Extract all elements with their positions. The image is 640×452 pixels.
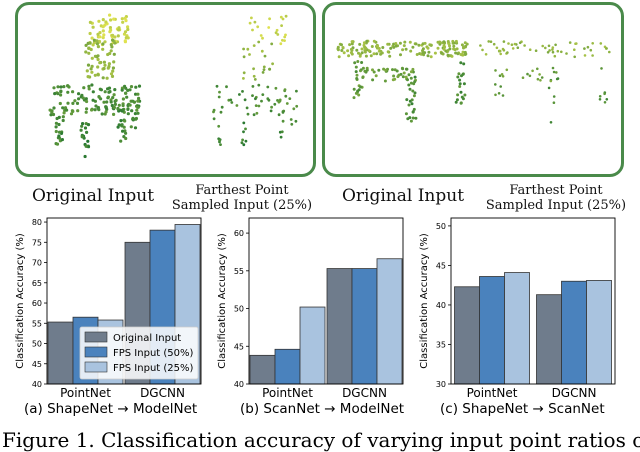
chart-a: Classification Accuracy (%) 40 45 50 55 60 65 7… — [14, 212, 214, 406]
chart-c-ytick-1: 35 — [436, 340, 446, 349]
chair-fps-caption-line2: Sampled Input (25%) — [171, 198, 313, 213]
chair-fps-caption: Farthest Point Sampled Input (25%) — [162, 183, 322, 213]
chart-a-svg: Classification Accuracy (%) 40 45 50 55 60 65 7… — [15, 217, 202, 400]
chart-b-bar-dgcnn-1 — [351, 268, 378, 385]
chart-a-ytick-1: 45 — [32, 360, 42, 369]
subcaption-b: (b) ScanNet → ModelNet — [240, 401, 405, 417]
chart-c-ytick-4: 50 — [436, 222, 446, 231]
chart-b-bar-dgcnn-2 — [376, 258, 403, 385]
chart-b-xtick-1: DGCNN — [342, 386, 387, 400]
chart-a-ytick-0: 40 — [32, 380, 42, 389]
chart-b-ylabel: Classification Accuracy (%) — [217, 233, 228, 369]
chart-a-legend-swatch-1 — [84, 346, 108, 358]
chair-original-caption: Original Input — [31, 186, 155, 206]
chart-b: Classification Accuracy (%) 40 45 50 55 60 Poi… — [216, 212, 416, 406]
chart-b-ytick-1: 45 — [234, 342, 244, 351]
chart-a-legend-label-1: FPS Input (50%) — [113, 348, 194, 359]
subcaption-c: (c) ShapeNet → ScanNet — [440, 401, 605, 417]
chart-a-legend-label-2: FPS Input (25%) — [113, 363, 194, 374]
chart-c-bar-pointnet-2 — [504, 272, 530, 385]
chart-b-ytick-3: 55 — [234, 267, 244, 276]
chart-b-bar-pointnet-2 — [299, 306, 326, 385]
chart-a-legend-swatch-0 — [84, 331, 108, 343]
chart-c-ylabel: Classification Accuracy (%) — [419, 233, 430, 369]
chart-a-ytick-3: 55 — [32, 319, 42, 328]
table-original-caption: Original Input — [341, 186, 465, 206]
chart-c-svg: Classification Accuracy (%) 30 35 40 45 50 Poi… — [419, 217, 616, 400]
chart-a-ytick-5: 65 — [32, 279, 42, 288]
table-pointcloud-panel — [322, 2, 624, 177]
chart-a-xtick-1: DGCNN — [140, 386, 185, 400]
chart-a-ytick-2: 50 — [32, 340, 42, 349]
chart-c-bar-pointnet-1 — [479, 276, 505, 385]
table-fps-caption: Farthest Point Sampled Input (25%) — [476, 183, 636, 213]
chart-c-bar-dgcnn-0 — [536, 294, 562, 385]
chart-c-bar-pointnet-0 — [454, 286, 480, 385]
subcaption-a: (a) ShapeNet → ModelNet — [24, 401, 198, 417]
chart-b-xtick-0: PointNet — [262, 386, 313, 400]
chart-a-frame — [46, 217, 202, 385]
chart-b-bar-dgcnn-0 — [326, 268, 353, 385]
chair-fps-caption-line1: Farthest Point — [195, 183, 289, 198]
table-fps-caption-line2: Sampled Input (25%) — [485, 198, 627, 213]
chart-c-ytick-3: 45 — [436, 261, 446, 270]
chart-b-frame — [248, 217, 404, 385]
chart-c-bar-dgcnn-1 — [561, 280, 587, 385]
chart-c-xtick-0: PointNet — [467, 386, 518, 400]
chart-b-svg: Classification Accuracy (%) 40 45 50 55 60 Poi… — [217, 217, 404, 400]
chart-a-xtick-0: PointNet — [60, 386, 111, 400]
chart-c-xtick-1: DGCNN — [552, 386, 597, 400]
chart-c: Classification Accuracy (%) 30 35 40 45 50 Poi… — [418, 212, 628, 406]
chart-b-ytick-4: 60 — [234, 229, 244, 238]
figure-caption: Figure 1. Classification accuracy of var… — [2, 428, 640, 452]
chart-b-bar-pointnet-0 — [249, 354, 276, 385]
chart-b-bar-pointnet-1 — [274, 348, 301, 385]
chair-pointcloud-image — [48, 13, 299, 159]
table-fps-caption-line1: Farthest Point — [509, 183, 603, 198]
chart-a-ylabel: Classification Accuracy (%) — [15, 233, 26, 369]
chart-c-ytick-2: 40 — [436, 301, 446, 310]
chart-a-bar-pointnet-0 — [47, 321, 74, 385]
chart-a-ytick-6: 70 — [32, 259, 42, 268]
chart-c-ytick-0: 30 — [436, 380, 446, 389]
table-pointcloud-image — [336, 39, 611, 124]
chair-pointcloud-panel — [15, 2, 316, 177]
chart-a-ytick-7: 75 — [32, 238, 42, 247]
chart-c-frame — [450, 217, 616, 385]
chart-a-ytick-8: 80 — [32, 218, 42, 227]
chart-a-legend-label-0: Original Input — [113, 333, 181, 344]
chart-a-legend-swatch-2 — [84, 361, 108, 373]
chart-c-bar-dgcnn-2 — [586, 280, 612, 385]
chart-b-ytick-0: 40 — [234, 380, 244, 389]
chart-a-legend-box — [79, 326, 199, 380]
chart-a-ytick-4: 60 — [32, 299, 42, 308]
chart-b-ytick-2: 50 — [234, 305, 244, 314]
